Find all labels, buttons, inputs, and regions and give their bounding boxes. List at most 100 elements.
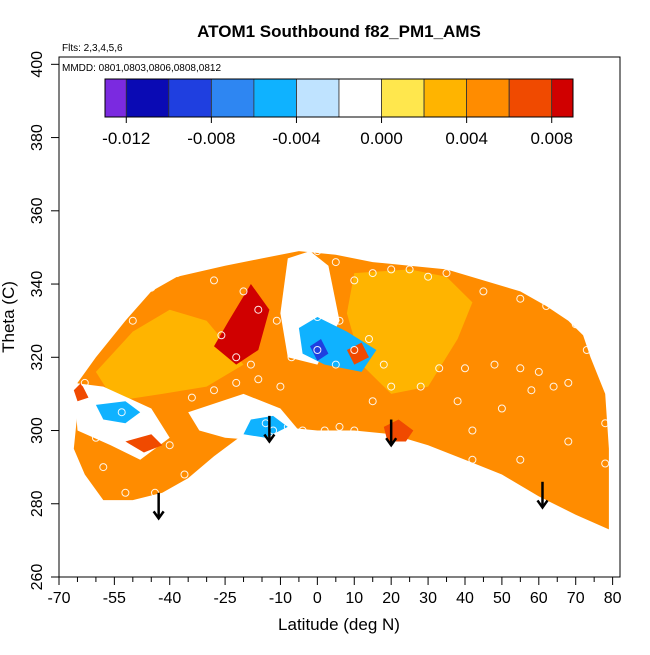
observation-point bbox=[151, 426, 159, 435]
colorbar-segment bbox=[551, 78, 574, 118]
observation-points bbox=[80, 247, 610, 497]
colorbar-segment bbox=[104, 78, 127, 118]
observation-point bbox=[287, 353, 296, 362]
x-tick-label: -70 bbox=[47, 590, 70, 607]
observation-point bbox=[350, 346, 359, 354]
observation-point bbox=[239, 287, 248, 296]
region-darkblue-center bbox=[310, 339, 329, 361]
observation-point bbox=[217, 331, 226, 340]
observation-point bbox=[416, 382, 425, 391]
arrow-markers bbox=[152, 415, 549, 521]
observation-point bbox=[320, 426, 329, 435]
colorbar-segment bbox=[381, 78, 425, 118]
region-yellow-south bbox=[95, 309, 244, 402]
y-tick-label: 300 bbox=[29, 417, 46, 444]
colorbar-tick-label: 0.000 bbox=[360, 129, 403, 148]
observation-point bbox=[468, 426, 477, 435]
y-tick-label: 380 bbox=[29, 124, 46, 151]
colorbar-tick-label: -0.012 bbox=[102, 129, 150, 148]
observation-point bbox=[368, 397, 377, 406]
observation-point bbox=[165, 441, 174, 450]
colorbar-segment bbox=[466, 78, 510, 118]
observation-point bbox=[99, 463, 108, 472]
observation-point bbox=[435, 364, 444, 373]
observation-point bbox=[564, 378, 573, 387]
x-axis-label: Latitude (deg N) bbox=[278, 615, 400, 634]
region-yellow-north bbox=[346, 269, 473, 394]
observation-point bbox=[331, 360, 340, 369]
colorbar-segment bbox=[338, 78, 382, 118]
observation-point bbox=[313, 346, 322, 354]
observation-point bbox=[335, 316, 344, 325]
arrow-marker-head bbox=[263, 433, 276, 444]
observation-point bbox=[147, 283, 156, 292]
observation-point bbox=[516, 364, 525, 373]
observation-point bbox=[549, 382, 558, 391]
colorbar-tick-label: -0.008 bbox=[187, 129, 235, 148]
observation-point bbox=[350, 276, 359, 285]
region-red-low-south bbox=[125, 434, 163, 453]
observation-point bbox=[294, 261, 303, 270]
y-tick-label: 340 bbox=[29, 271, 46, 298]
observation-point bbox=[368, 269, 377, 278]
observation-point bbox=[276, 382, 285, 391]
colorbar-tick-label: 0.008 bbox=[530, 129, 573, 148]
observation-point bbox=[283, 422, 292, 431]
x-tick-label: 40 bbox=[456, 590, 474, 607]
observation-point bbox=[601, 419, 610, 428]
observation-point bbox=[365, 335, 373, 343]
observation-point bbox=[453, 397, 462, 406]
colorbar-segment bbox=[253, 78, 297, 118]
x-axis: -70 -55 -40 -25 -10 0 10 20 30 40 50 60 70 80 bbox=[47, 577, 622, 607]
x-tick-label: -40 bbox=[158, 590, 181, 607]
colorbar-segment bbox=[296, 78, 340, 118]
y-tick-label: 360 bbox=[29, 197, 46, 224]
arrow-marker-head bbox=[385, 437, 398, 448]
observation-point bbox=[442, 269, 451, 278]
observation-point bbox=[542, 302, 551, 310]
observation-point bbox=[461, 364, 469, 373]
observation-point bbox=[202, 474, 211, 483]
x-tick-label: 60 bbox=[530, 590, 548, 607]
arrow-marker-head bbox=[536, 499, 549, 510]
heatmap-field bbox=[73, 251, 609, 530]
observation-point bbox=[527, 386, 536, 395]
observation-point bbox=[582, 346, 591, 354]
observation-point bbox=[534, 367, 543, 376]
x-tick-label: 50 bbox=[493, 590, 511, 607]
observation-point bbox=[180, 470, 189, 479]
observation-point bbox=[173, 269, 182, 278]
observation-point bbox=[136, 415, 145, 424]
x-tick-label: 20 bbox=[382, 590, 400, 607]
dates-note: MMDD: 0801,0803,0806,0808,0812 bbox=[62, 63, 221, 74]
colorbar-segment bbox=[508, 78, 553, 118]
y-tick-label: 400 bbox=[29, 51, 46, 78]
observation-point bbox=[387, 382, 396, 391]
colorbar-frame bbox=[104, 78, 574, 118]
observation-point bbox=[298, 426, 307, 435]
observation-point bbox=[302, 298, 311, 307]
observation-point bbox=[350, 426, 359, 435]
observation-point bbox=[128, 316, 137, 325]
x-tick-label: -55 bbox=[103, 590, 126, 607]
observation-point bbox=[405, 265, 414, 274]
observation-point bbox=[387, 265, 396, 274]
observation-point bbox=[117, 408, 126, 417]
observation-point bbox=[272, 316, 281, 325]
x-tick-label: 0 bbox=[313, 590, 322, 607]
colorbar-segment bbox=[423, 78, 468, 118]
observation-point bbox=[313, 313, 322, 321]
observation-point bbox=[232, 378, 241, 387]
observation-point bbox=[246, 360, 255, 369]
colorbar-segment bbox=[210, 78, 255, 118]
x-tick-label: 30 bbox=[419, 590, 437, 607]
region-red-center bbox=[346, 342, 369, 365]
observation-point bbox=[564, 437, 573, 446]
region-base-orange bbox=[73, 251, 609, 530]
observation-point bbox=[210, 386, 218, 395]
observation-point bbox=[187, 393, 196, 402]
observation-point bbox=[601, 459, 610, 468]
colorbar-segment bbox=[125, 78, 170, 118]
observation-point bbox=[479, 287, 488, 296]
region-darkred-core bbox=[228, 298, 259, 350]
